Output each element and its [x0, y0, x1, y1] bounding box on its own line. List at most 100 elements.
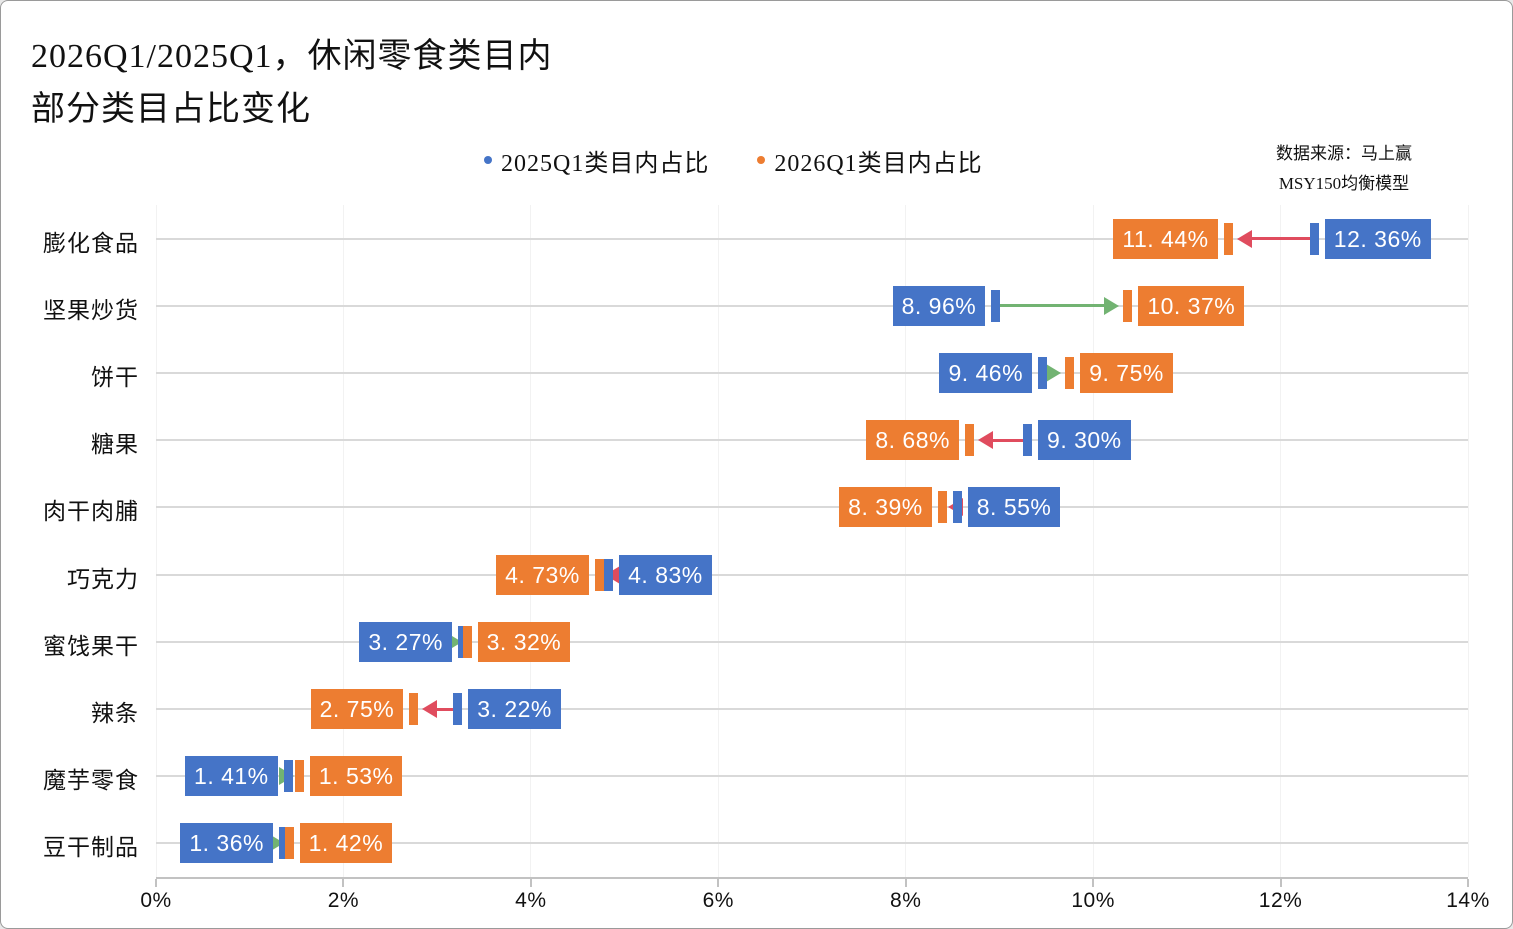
chart-title-line1: 2026Q1/2025Q1，休闲零食类目内 [31, 38, 553, 75]
value-label-2026: 8. 39% [839, 487, 932, 528]
gridline [717, 205, 719, 877]
value-label-2026: 3. 32% [477, 621, 571, 662]
tick-2025 [991, 289, 1001, 322]
data-source-line1: 数据来源：马上赢 [1276, 144, 1412, 163]
chart-title-line2: 部分类目占比变化 [31, 90, 311, 128]
x-axis-line [156, 877, 1468, 879]
x-tick-label: 12% [1258, 889, 1303, 912]
tick-2025 [457, 625, 467, 658]
tick-2025 [952, 491, 962, 524]
value-label-2025: 3. 27% [359, 621, 452, 662]
chart-title: 2026Q1/2025Q1，休闲零食类目内 部分类目占比变化 [31, 31, 553, 136]
arrow-line [608, 573, 620, 577]
category-label: 糖果 [91, 432, 139, 458]
x-tick [1279, 879, 1282, 887]
gridline [1467, 205, 1469, 877]
x-tick [155, 879, 157, 887]
tick-2025 [278, 827, 288, 860]
x-tick-label: 2% [327, 889, 360, 912]
x-tick [717, 879, 720, 887]
gridline [1092, 205, 1094, 877]
tick-2026 [284, 827, 294, 860]
arrow-left-icon [422, 700, 438, 718]
tick-2026 [409, 693, 419, 725]
value-label-2026: 4. 73% [496, 554, 589, 595]
gridline [530, 205, 532, 877]
legend-item-2025: 2025Q1类目内占比 [484, 143, 709, 178]
arrow-line [437, 707, 458, 711]
data-source-line2: MSY150均衡模型 [1278, 173, 1410, 193]
x-tick [529, 879, 532, 887]
arrow-left-icon [977, 431, 993, 450]
value-label-2026: 1. 53% [309, 756, 403, 797]
value-label-2026: 11. 44% [1113, 218, 1218, 259]
tick-2025 [283, 760, 293, 793]
gridline [1280, 205, 1282, 877]
category-label: 辣条 [91, 701, 139, 726]
tick-2026 [1123, 289, 1133, 322]
category-label: 膨化食品 [43, 230, 139, 256]
x-tick [1467, 879, 1469, 887]
row-guide-line [156, 372, 1468, 374]
value-label-2026: 1. 42% [299, 823, 393, 864]
arrow-line [268, 841, 284, 845]
value-label-2026: 9. 75% [1080, 353, 1173, 393]
arrow-right-icon [1104, 296, 1120, 315]
value-label-2026: 10. 37% [1138, 285, 1245, 326]
value-label-2025: 1. 36% [180, 823, 273, 864]
category-label: 饼干 [91, 365, 139, 390]
value-label-2025: 1. 41% [185, 756, 278, 797]
tick-2026 [1065, 357, 1075, 389]
tick-2026 [937, 491, 947, 524]
legend: 2025Q1类目内占比 2026Q1类目内占比 [484, 143, 983, 178]
value-label-2025: 9. 30% [1038, 420, 1131, 461]
tick-2026 [294, 760, 304, 793]
category-label: 豆干制品 [43, 835, 139, 861]
arrow-left-icon [1236, 229, 1252, 248]
category-label: 蜜饯果干 [43, 633, 139, 659]
category-label: 肉干肉脯 [43, 499, 139, 525]
arrow-line [446, 640, 463, 644]
arrow-right-icon [1046, 364, 1062, 382]
tick-2026 [594, 558, 604, 591]
x-tick [342, 879, 345, 887]
gridline [905, 205, 907, 877]
arrow-line [992, 438, 1028, 442]
legend-dot-2026-icon [757, 156, 766, 164]
value-label-2025: 8. 96% [892, 285, 986, 326]
row-guide-line [156, 304, 1468, 307]
row-guide-line [156, 439, 1468, 442]
value-label-2026: 8. 68% [866, 420, 959, 461]
tick-2025 [604, 558, 614, 591]
value-label-2025: 8. 55% [967, 487, 1061, 528]
x-axis: 0% 2% 4% 6% 8% 10% 12% 14% [140, 877, 1489, 927]
row-guide-line [156, 708, 1468, 710]
arrow-line [1251, 237, 1315, 241]
category-label: 巧克力 [67, 566, 139, 592]
tick-2026 [1223, 222, 1233, 255]
value-label-2025: 12. 36% [1324, 218, 1431, 259]
x-tick-label: 14% [1446, 889, 1490, 912]
x-tick-label: 6% [702, 889, 734, 912]
tick-2025 [1038, 357, 1048, 389]
plot-area: 12. 36% 11. 44% 8. 96% 10. 37% 9. 46% 9. 75% 9… [155, 205, 1469, 877]
legend-label-2025: 2025Q1类目内占比 [501, 150, 710, 177]
legend-dot-2025-icon [484, 156, 492, 164]
category-label: 魔芋零食 [43, 768, 139, 794]
arrow-line [995, 304, 1105, 308]
legend-item-2026: 2026Q1类目内占比 [757, 143, 982, 178]
x-tick-label: 8% [890, 889, 922, 912]
x-tick [904, 879, 907, 887]
gridline [155, 205, 157, 877]
value-label-2025: 4. 83% [619, 554, 712, 595]
value-label-2025: 9. 46% [939, 353, 1033, 393]
row-guide-line [156, 237, 1468, 240]
tick-2026 [964, 424, 974, 457]
gridline [342, 205, 344, 877]
x-tick-label: 0% [140, 889, 172, 912]
value-label-2025: 3. 22% [468, 689, 561, 729]
row-guide-line [156, 506, 1468, 509]
tick-2025 [1023, 424, 1033, 457]
x-tick-label: 4% [515, 889, 547, 912]
tick-2026 [462, 625, 472, 658]
